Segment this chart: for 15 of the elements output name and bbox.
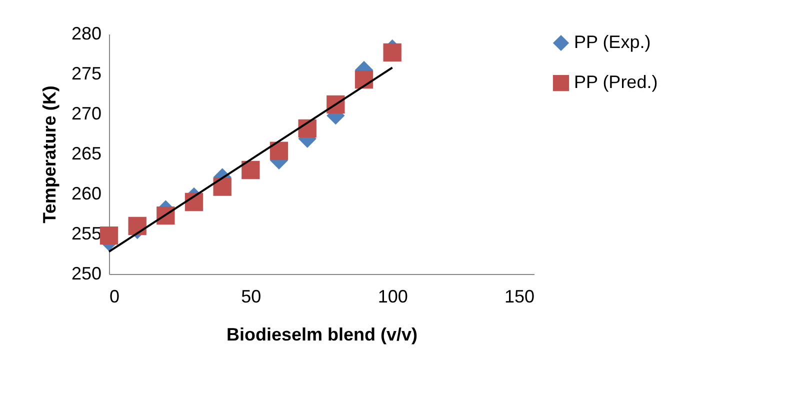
y-axis-title: Temperature (K) xyxy=(39,86,60,224)
x-tick-label: 50 xyxy=(241,286,262,306)
y-tick-label: 250 xyxy=(71,264,102,284)
y-tick-label: 275 xyxy=(71,64,102,84)
x-tick-label: 150 xyxy=(504,286,534,306)
y-tick-label: 270 xyxy=(71,104,102,124)
legend-label: PP (Pred.) xyxy=(574,72,658,92)
x-tick-label: 100 xyxy=(378,286,408,306)
y-tick-label: 280 xyxy=(71,24,102,44)
x-axis-title: Biodieselm blend (v/v) xyxy=(226,324,418,344)
y-tick-label: 265 xyxy=(71,144,102,164)
y-tick-label: 260 xyxy=(71,184,102,204)
x-tick-label: 0 xyxy=(110,286,120,306)
legend-label: PP (Exp.) xyxy=(574,32,651,52)
y-tick-label: 255 xyxy=(71,224,102,244)
